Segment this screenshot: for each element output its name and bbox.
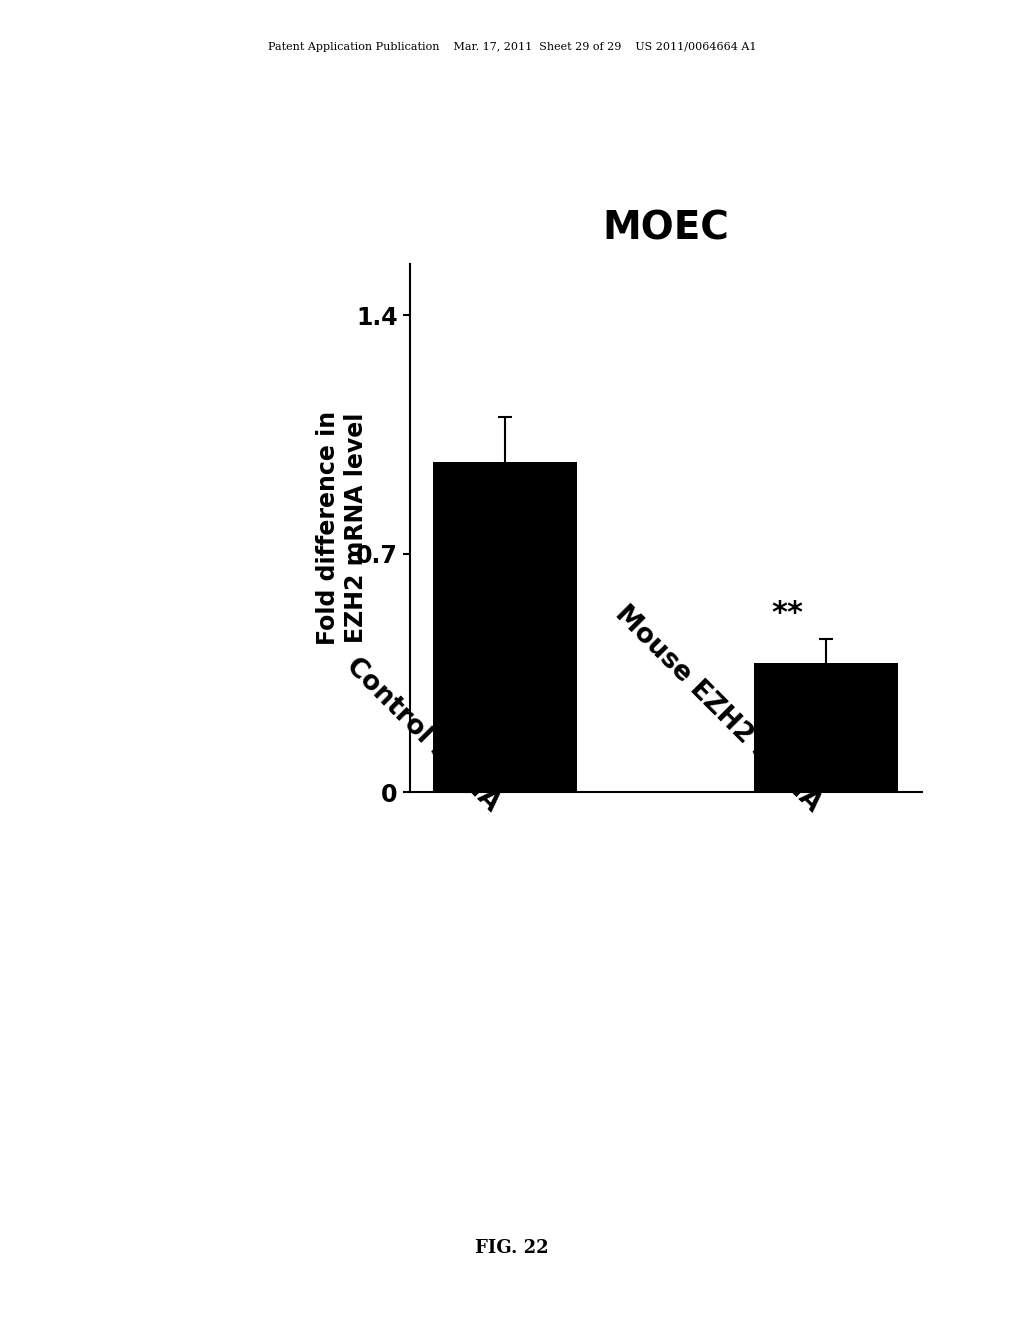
- Y-axis label: Fold difference in
EZH2 mRNA level: Fold difference in EZH2 mRNA level: [316, 411, 368, 645]
- Text: FIG. 22: FIG. 22: [475, 1238, 549, 1257]
- Bar: [754, 663, 898, 792]
- Text: Control siRNA: Control siRNA: [341, 653, 505, 817]
- Text: Mouse EZH2 siRNA: Mouse EZH2 siRNA: [610, 601, 826, 817]
- Title: MOEC: MOEC: [602, 209, 729, 247]
- Text: Patent Application Publication    Mar. 17, 2011  Sheet 29 of 29    US 2011/00646: Patent Application Publication Mar. 17, …: [267, 42, 757, 53]
- Text: **: **: [771, 599, 804, 628]
- Bar: [433, 462, 578, 792]
